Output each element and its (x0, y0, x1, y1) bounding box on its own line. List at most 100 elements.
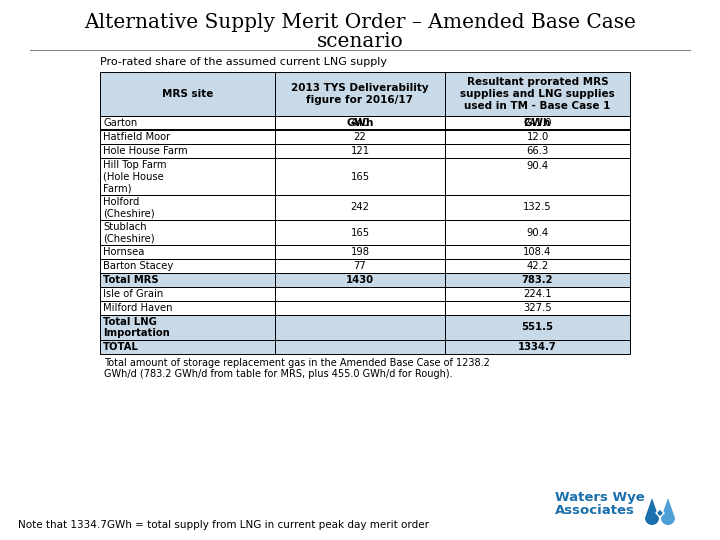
Bar (445, 195, 630, 220)
Bar (445, 245, 630, 259)
Bar (100, 315, 275, 340)
Bar (445, 273, 630, 287)
Text: 551.5: 551.5 (521, 322, 554, 333)
Text: 90.4: 90.4 (526, 161, 549, 171)
Bar (275, 273, 445, 287)
Bar (275, 340, 445, 354)
Bar (445, 158, 630, 195)
Bar (100, 287, 275, 301)
Bar (445, 259, 630, 273)
Bar (445, 195, 630, 220)
Bar (275, 259, 445, 273)
Bar (100, 245, 275, 259)
Text: 241.0: 241.0 (523, 118, 552, 128)
Text: 327.5: 327.5 (523, 303, 552, 313)
Text: TOTAL: TOTAL (103, 342, 139, 352)
Bar (275, 301, 445, 315)
Bar (275, 195, 445, 220)
Bar (100, 340, 275, 354)
Text: 77: 77 (354, 261, 366, 271)
Bar (275, 315, 445, 340)
Bar (275, 130, 445, 144)
Bar (275, 144, 445, 158)
Polygon shape (655, 508, 665, 518)
Bar (275, 158, 445, 195)
Bar (100, 72, 275, 116)
Text: Hill Top Farm
(Hole House
Farm): Hill Top Farm (Hole House Farm) (103, 160, 166, 193)
Text: 121: 121 (351, 146, 369, 156)
Bar (100, 245, 275, 259)
Text: 66.3: 66.3 (526, 146, 549, 156)
Bar (100, 220, 275, 245)
Bar (275, 301, 445, 315)
Bar (445, 116, 630, 129)
Bar (445, 259, 630, 273)
Bar (445, 144, 630, 158)
Bar (275, 130, 445, 144)
Bar (275, 116, 445, 130)
Polygon shape (645, 498, 659, 525)
Text: 165: 165 (351, 172, 369, 181)
Bar (275, 259, 445, 273)
Text: 165: 165 (351, 227, 369, 238)
Bar (100, 273, 275, 287)
Bar (445, 287, 630, 301)
Text: Isle of Grain: Isle of Grain (103, 289, 163, 299)
Bar (100, 72, 275, 116)
Text: Hornsea: Hornsea (103, 247, 145, 257)
Bar (100, 287, 275, 301)
Bar (445, 220, 630, 245)
Bar (445, 273, 630, 287)
Bar (275, 245, 445, 259)
Bar (275, 72, 445, 116)
Text: 90.4: 90.4 (526, 227, 549, 238)
Text: 12.0: 12.0 (526, 132, 549, 142)
Bar (100, 195, 275, 220)
Bar (445, 72, 630, 116)
Bar (100, 340, 275, 354)
Bar (100, 116, 275, 129)
Polygon shape (661, 498, 675, 525)
Text: 242: 242 (351, 202, 369, 213)
Text: 2013 TYS Deliverability
figure for 2016/17: 2013 TYS Deliverability figure for 2016/… (291, 83, 429, 105)
Text: 108.4: 108.4 (523, 247, 552, 257)
Bar (100, 301, 275, 315)
Bar (275, 116, 445, 129)
Bar (275, 72, 445, 116)
Bar (100, 301, 275, 315)
Bar (445, 301, 630, 315)
Text: Total MRS: Total MRS (103, 275, 158, 285)
Text: 783.2: 783.2 (522, 275, 553, 285)
Text: Total LNG
Importation: Total LNG Importation (103, 316, 170, 338)
Bar (445, 287, 630, 301)
Bar (275, 315, 445, 340)
Bar (275, 287, 445, 301)
Bar (275, 220, 445, 245)
Text: Stublach
(Cheshire): Stublach (Cheshire) (103, 222, 155, 244)
Bar (100, 130, 275, 144)
Text: Hatfield Moor: Hatfield Moor (103, 132, 170, 142)
Bar (445, 158, 630, 195)
Bar (445, 340, 630, 354)
Text: Hole House Farm: Hole House Farm (103, 146, 188, 156)
Text: Pro-rated share of the assumed current LNG supply: Pro-rated share of the assumed current L… (100, 57, 387, 67)
Bar (445, 315, 630, 340)
Text: 440: 440 (351, 118, 369, 128)
Bar (100, 116, 275, 130)
Text: Alternative Supply Merit Order – Amended Base Case: Alternative Supply Merit Order – Amended… (84, 13, 636, 32)
Text: GWh: GWh (346, 118, 374, 127)
Text: Milford Haven: Milford Haven (103, 303, 173, 313)
Bar (275, 195, 445, 220)
Polygon shape (657, 510, 663, 516)
Text: Barton Stacey: Barton Stacey (103, 261, 174, 271)
Text: 1334.7: 1334.7 (518, 342, 557, 352)
Bar (100, 195, 275, 220)
Bar (100, 116, 275, 129)
Text: MRS site: MRS site (162, 89, 213, 99)
Text: 42.2: 42.2 (526, 261, 549, 271)
Bar (275, 340, 445, 354)
Bar (100, 259, 275, 273)
Text: Note that 1334.7GWh = total supply from LNG in current peak day merit order: Note that 1334.7GWh = total supply from … (18, 520, 429, 530)
Text: GWh/d (783.2 GWh/d from table for MRS, plus 455.0 GWh/d for Rough).: GWh/d (783.2 GWh/d from table for MRS, p… (104, 369, 453, 379)
Text: 1430: 1430 (346, 275, 374, 285)
